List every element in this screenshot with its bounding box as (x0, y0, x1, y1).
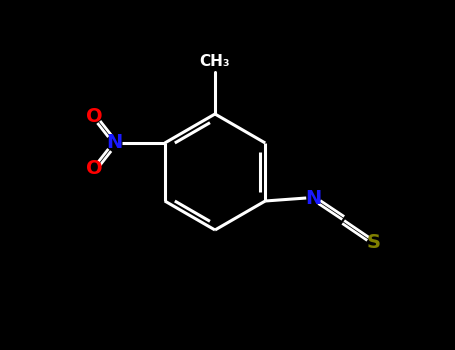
Text: O: O (86, 160, 103, 178)
Text: O: O (86, 107, 103, 126)
Text: CH₃: CH₃ (200, 55, 230, 70)
Text: N: N (106, 133, 123, 153)
Text: S: S (366, 232, 380, 252)
Text: N: N (305, 189, 321, 208)
